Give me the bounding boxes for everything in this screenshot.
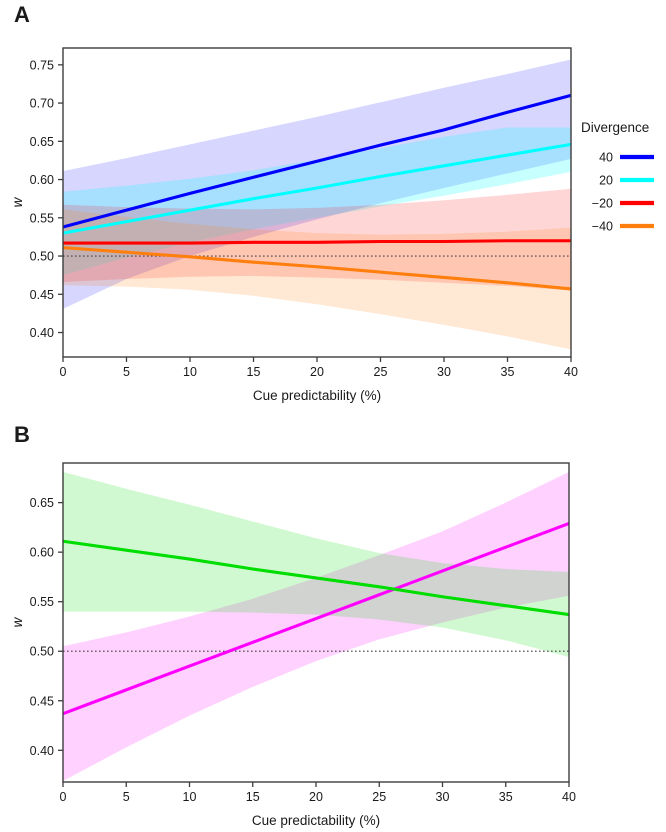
confidence-ribbon-40 (63, 59, 571, 309)
x-tick-label-40: 40 (562, 790, 576, 804)
legend-title: Divergence (581, 120, 649, 135)
legend-label-40: 40 (599, 151, 613, 165)
x-tick-label-20: 20 (309, 790, 323, 804)
legend-label-20: 20 (599, 174, 613, 188)
x-tick-label-15: 15 (247, 365, 261, 379)
confidence-ribbon-Visual (63, 471, 569, 782)
x-tick-label-10: 10 (183, 365, 197, 379)
panel-b-label: B (14, 422, 30, 447)
x-tick-label-35: 35 (501, 365, 515, 379)
x-tick-label-40: 40 (564, 365, 578, 379)
y-axis-title: w (10, 196, 25, 207)
y-tick-label-0.50: 0.50 (30, 645, 54, 659)
series-line-Visual (62, 521, 570, 716)
series-line-20 (62, 142, 572, 235)
x-axis-title: Cue predictability (%) (253, 388, 381, 403)
y-tick-label-0.60: 0.60 (30, 173, 54, 187)
panel-a: A 0 5 10 15 20 25 30 35 40 0.40 0.45 0.50 0.55 0.60 0.… (10, 2, 654, 403)
x-tick-label-10: 10 (183, 790, 197, 804)
y-tick-label-0.60: 0.60 (30, 546, 54, 560)
x-tick-label-15: 15 (246, 790, 260, 804)
x-tick-label-0: 0 (60, 790, 67, 804)
x-tick-label-0: 0 (60, 365, 67, 379)
y-tick-label-0.50: 0.50 (30, 250, 54, 264)
series-line-Tactile (62, 539, 570, 617)
x-tick-label-30: 30 (437, 365, 451, 379)
y-tick-label-0.55: 0.55 (30, 595, 54, 609)
legend-label-neg40: −40 (592, 220, 613, 234)
y-tick-label-0.40: 0.40 (30, 326, 54, 340)
panel-a-plot: 0 5 10 15 20 25 30 35 40 0.40 0.45 0.50 0.55 0.60 0.65… (10, 47, 654, 403)
y-tick-label-0.65: 0.65 (30, 496, 54, 510)
y-tick-label-0.55: 0.55 (30, 211, 54, 225)
series-line-neg40 (62, 246, 572, 291)
x-tick-label-25: 25 (374, 365, 388, 379)
confidence-ribbon-neg20 (63, 188, 571, 291)
x-tick-label-20: 20 (310, 365, 324, 379)
x-tick-label-5: 5 (123, 365, 130, 379)
y-tick-label-0.40: 0.40 (30, 744, 54, 758)
y-tick-label-0.65: 0.65 (30, 135, 54, 149)
series-line-40 (62, 93, 572, 229)
y-tick-label-0.70: 0.70 (30, 97, 54, 111)
y-axis-title: w (10, 616, 25, 627)
y-tick-label-0.45: 0.45 (30, 288, 54, 302)
y-tick-label-0.75: 0.75 (30, 58, 54, 72)
y-tick-label-0.45: 0.45 (30, 694, 54, 708)
panel-b: B 0 5 10 15 20 25 30 35 40 0.40 0.45 0.50 0.55 0.60 0.… (0, 416, 666, 832)
confidence-ribbon-Tactile (63, 471, 569, 658)
x-axis-title: Cue predictability (%) (252, 813, 380, 828)
x-tick-label-30: 30 (436, 790, 450, 804)
x-tick-label-35: 35 (499, 790, 513, 804)
x-tick-label-5: 5 (123, 790, 130, 804)
x-tick-label-25: 25 (372, 790, 386, 804)
panel-b-plot: 0 5 10 15 20 25 30 35 40 0.40 0.45 0.50 0.55 0.60 0.65… (10, 462, 576, 828)
legend-label-neg20: −20 (592, 197, 613, 211)
series-line-neg20 (63, 239, 571, 245)
panel-a-label: A (14, 2, 30, 27)
